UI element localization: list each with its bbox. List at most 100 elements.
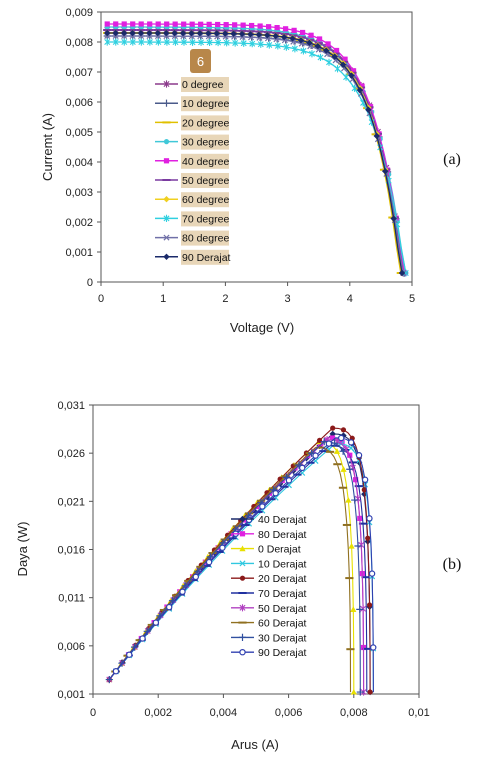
data-point (333, 47, 340, 54)
data-point (147, 21, 153, 27)
data-point (289, 35, 296, 42)
series-line (107, 41, 407, 274)
data-point (104, 21, 110, 27)
data-point (223, 39, 230, 47)
x-tick-label: 5 (409, 293, 415, 305)
data-point (348, 72, 355, 79)
y-axis-label: Daya (W) (15, 522, 30, 577)
legend-marker (239, 545, 246, 552)
y-tick-label: 0,031 (57, 400, 85, 412)
legend-label: 0 degree (182, 79, 224, 91)
data-point (366, 515, 373, 522)
data-point (121, 21, 127, 27)
data-point (251, 503, 257, 510)
legend-label: 70 degree (182, 213, 229, 225)
legend-label-bg (181, 134, 229, 150)
data-point (137, 29, 145, 37)
data-point (172, 38, 179, 46)
legend-marker (163, 234, 170, 241)
data-point (285, 477, 293, 484)
x-tick-label: 1 (160, 293, 166, 305)
x-tick-label: 4 (347, 293, 353, 305)
y-tick-label: 0,007 (65, 67, 93, 79)
power-chart: 0 0,002 0,004 0,006 0,008 0,01 0,001 0,006 0,01… (15, 400, 461, 752)
data-point (179, 29, 187, 37)
y-axis-label: Curremt (A) (40, 113, 55, 181)
data-point (162, 29, 170, 37)
data-point (292, 465, 298, 471)
legend-label: 90 Derajat (182, 252, 231, 264)
data-point (139, 635, 146, 642)
x-axis-label: Voltage (V) (230, 320, 294, 335)
data-point (398, 269, 406, 277)
data-point (249, 22, 255, 29)
data-point (348, 445, 355, 452)
data-point (338, 434, 345, 442)
data-point (198, 21, 204, 27)
data-point (339, 447, 347, 455)
data-point (126, 651, 133, 658)
data-point (356, 688, 364, 696)
data-point (223, 22, 229, 28)
data-point (312, 452, 319, 459)
data-point (274, 42, 281, 50)
y-tick-label: 0,026 (57, 448, 85, 460)
data-point (333, 448, 341, 454)
data-point (257, 23, 263, 29)
data-point (146, 38, 153, 46)
data-point (339, 61, 347, 68)
data-point (356, 86, 364, 94)
data-point (155, 21, 161, 27)
y-tick-label: 0,008 (65, 37, 93, 49)
x-tick-label: 0 (98, 293, 104, 305)
legend-label-bg (181, 153, 229, 169)
data-point (219, 544, 226, 551)
data-point (155, 38, 162, 46)
panel-label-a: (a) (443, 151, 461, 168)
data-point (206, 21, 212, 27)
data-point (146, 29, 153, 37)
data-point (215, 38, 222, 47)
data-point (382, 167, 389, 175)
data-point (329, 435, 336, 441)
legend-label: 70 Derajat (258, 588, 307, 600)
data-point (325, 41, 331, 47)
data-point (245, 516, 253, 524)
data-point (230, 30, 237, 37)
data-point (240, 39, 247, 47)
legend-label: 60 Derajat (258, 618, 307, 630)
panel-label-b: (b) (443, 556, 462, 573)
legend-label: 60 degree (182, 194, 229, 206)
badge-text: 6 (197, 54, 204, 69)
y-tick-label: 0,006 (65, 97, 93, 109)
data-point (105, 675, 113, 684)
legend-label: 10 degree (182, 98, 229, 110)
x-tick-label: 0,004 (210, 707, 238, 719)
legend-label-bg (181, 77, 229, 92)
iv-chart: 0 1 2 3 4 5 0 0,001 0,002 0,003 0,004 0,005 0,006 0,… (40, 7, 461, 335)
legend-label: 80 degree (182, 233, 229, 245)
legend-label: 90 Derajat (258, 647, 307, 659)
data-point (365, 535, 371, 541)
series-line (108, 446, 352, 693)
x-tick-label: 0,002 (144, 707, 172, 719)
legend-label: 20 degree (182, 117, 229, 129)
data-point (365, 106, 372, 113)
data-point (343, 73, 350, 81)
data-point (291, 45, 298, 53)
data-point (323, 47, 330, 54)
data-point (249, 40, 256, 48)
data-point (280, 33, 288, 41)
data-point (283, 26, 289, 32)
data-point (272, 32, 279, 40)
data-point (345, 496, 352, 503)
data-point (232, 22, 238, 28)
y-tick-label: 0 (87, 277, 93, 289)
legend-marker (239, 649, 246, 656)
data-point (350, 688, 357, 695)
data-point (340, 466, 347, 472)
legend-marker (163, 196, 170, 203)
legend-marker (239, 560, 246, 567)
data-point (390, 215, 397, 222)
